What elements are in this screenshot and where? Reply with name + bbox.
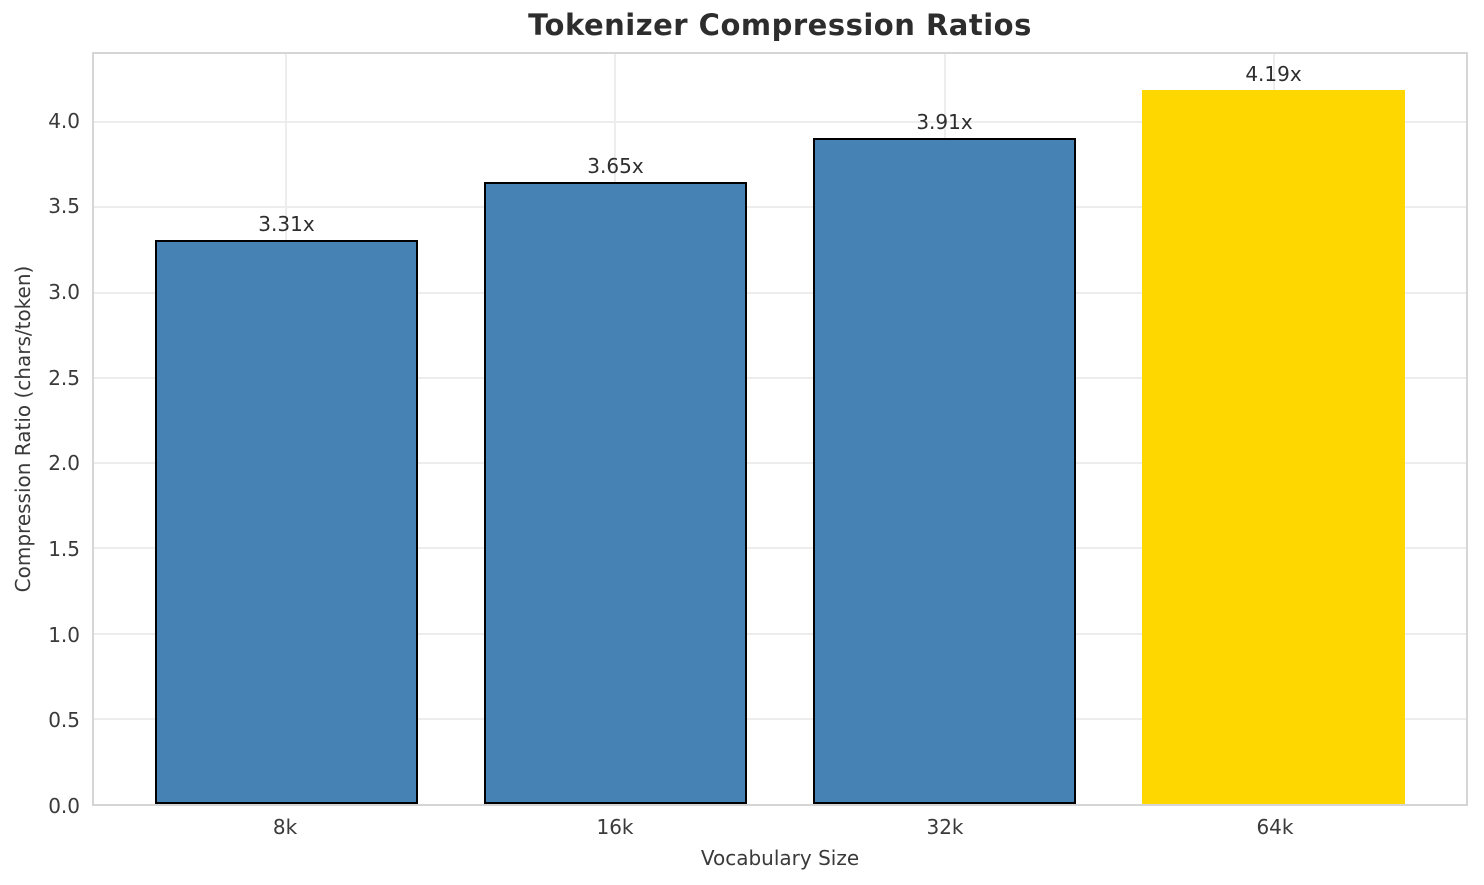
x-tick-label-32k: 32k [926, 815, 964, 839]
bar-value-label: 3.65x [587, 153, 644, 178]
gridline-horizontal [94, 206, 1466, 209]
gridline-horizontal [94, 632, 1466, 635]
bar-64k [1141, 89, 1406, 804]
gridline-horizontal [94, 717, 1466, 720]
x-axis-ticks: 8k 16k 32k 64k [92, 815, 1468, 841]
y-tick-label: 3.0 [48, 279, 80, 304]
y-tick-label: 2.0 [48, 451, 80, 476]
y-axis-ticks: 0.0 0.5 1.0 1.5 2.0 2.5 3.0 3.5 4.0 [0, 52, 80, 818]
y-tick-label: 0.0 [48, 794, 80, 818]
x-axis-label: Vocabulary Size [700, 846, 860, 870]
bar-8k [154, 239, 419, 804]
bar-32k [812, 137, 1077, 804]
y-tick-label: 1.5 [48, 536, 80, 561]
gridline-horizontal [94, 291, 1466, 294]
gridline-horizontal [94, 547, 1466, 550]
bar-value-label: 4.19x [1245, 61, 1302, 86]
y-tick-label: 0.5 [48, 708, 80, 733]
gridline-horizontal [94, 376, 1466, 379]
y-tick-label: 1.0 [48, 622, 80, 647]
gridline-horizontal [94, 462, 1466, 465]
bar-value-label: 3.91x [916, 109, 973, 134]
x-tick-label-64k: 64k [1256, 815, 1294, 839]
x-tick-label-8k: 8k [272, 815, 298, 839]
bar-value-label: 3.31x [258, 211, 315, 236]
y-tick-label: 4.0 [48, 108, 80, 133]
gridline-horizontal [94, 121, 1466, 124]
bar-16k [483, 181, 748, 804]
y-tick-label: 3.5 [48, 194, 80, 219]
x-tick-label-16k: 16k [596, 815, 634, 839]
chart-title: Tokenizer Compression Ratios [528, 8, 1032, 42]
plot-area: 3.31x 3.65x 3.91x 4.19x [92, 52, 1468, 806]
y-tick-label: 2.5 [48, 365, 80, 390]
